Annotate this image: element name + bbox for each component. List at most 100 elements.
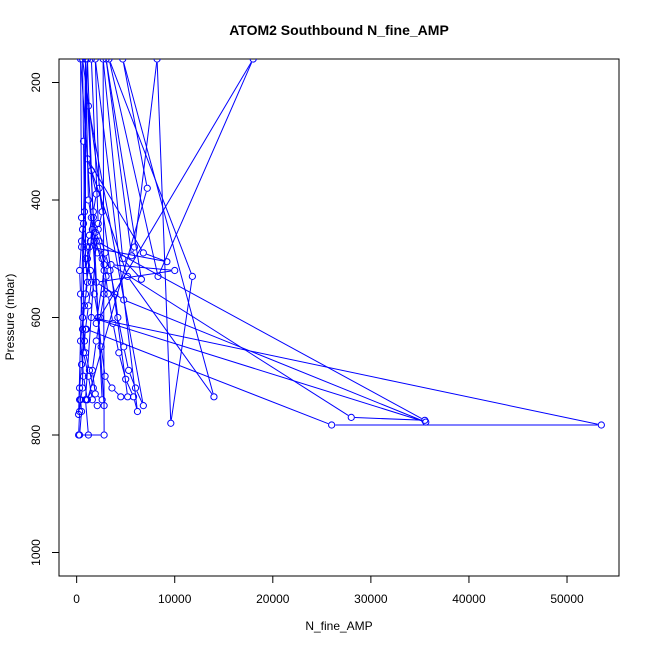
- data-point: [188, 272, 196, 280]
- data-point: [79, 137, 88, 145]
- series-segment: [95, 62, 138, 408]
- series-segment: [89, 330, 329, 425]
- series-segment: [91, 174, 97, 191]
- data-point: [90, 237, 98, 245]
- series-segment: [156, 62, 172, 420]
- series-segment: [94, 317, 598, 425]
- data-point: [84, 372, 93, 380]
- series-segment: [97, 395, 100, 398]
- plot-frame: [58, 58, 620, 577]
- data-point: [114, 313, 122, 322]
- data-point: [76, 290, 85, 298]
- series-segment: [79, 244, 82, 267]
- series-segment: [170, 279, 193, 420]
- data-point: [101, 372, 109, 380]
- data-point: [88, 225, 96, 233]
- data-point: [101, 249, 109, 257]
- data-point: [89, 384, 97, 392]
- data-point: [92, 237, 100, 245]
- data-point: [119, 255, 127, 263]
- data-point: [79, 219, 88, 228]
- series-segment: [100, 297, 105, 315]
- data-point: [96, 313, 104, 322]
- series-segment: [126, 300, 423, 422]
- data-point: [84, 196, 93, 204]
- series-segment: [110, 273, 115, 291]
- series-segment: [93, 197, 97, 209]
- data-point: [102, 59, 110, 63]
- data-point: [76, 396, 85, 404]
- data-point: [107, 261, 115, 269]
- data-point: [95, 184, 103, 192]
- data-point: [120, 343, 128, 351]
- series-segment: [94, 318, 423, 422]
- data-point: [171, 266, 179, 275]
- data-point: [88, 396, 96, 404]
- series-segment: [129, 373, 135, 385]
- y-tick-label: 200: [29, 72, 43, 92]
- data-point: [133, 407, 142, 416]
- data-point: [81, 396, 90, 404]
- series-segment: [106, 62, 132, 253]
- series-segment: [119, 356, 126, 376]
- series-segment: [88, 285, 92, 303]
- series-segment: [123, 350, 129, 367]
- series-segment: [113, 266, 349, 416]
- series-segment: [88, 161, 142, 251]
- series-segment: [113, 326, 119, 350]
- points-layer: [75, 59, 605, 439]
- data-point: [78, 59, 87, 63]
- data-point: [105, 59, 113, 63]
- data-point: [125, 366, 133, 374]
- x-tick-label: 0: [73, 592, 80, 606]
- data-point: [75, 384, 84, 392]
- x-tick-label: 30000: [354, 592, 388, 606]
- data-point: [328, 421, 336, 429]
- data-point: [139, 249, 147, 257]
- series-segment: [146, 253, 164, 261]
- series-segment: [87, 191, 147, 397]
- data-point: [143, 184, 151, 192]
- data-point: [210, 393, 218, 401]
- data-point: [83, 155, 92, 163]
- series-segment: [123, 62, 214, 394]
- data-point: [100, 431, 108, 439]
- data-point: [91, 390, 99, 398]
- y-axis: 200 400 600 800 1000: [29, 72, 60, 566]
- data-point: [122, 375, 130, 383]
- series-segment: [159, 62, 253, 274]
- data-point: [79, 372, 88, 380]
- x-tick-label: 50000: [550, 592, 584, 606]
- series-segment: [96, 235, 99, 239]
- series-segment: [88, 109, 144, 403]
- series-segment: [79, 391, 82, 408]
- y-tick-label: 1000: [29, 539, 43, 566]
- series-segment: [124, 261, 140, 277]
- series-segment: [126, 382, 133, 394]
- data-point: [95, 237, 103, 245]
- data-point: [77, 237, 86, 245]
- data-point: [89, 214, 97, 222]
- data-point: [76, 59, 85, 63]
- series-segment: [114, 264, 172, 271]
- y-axis-label: Pressure (mbar): [3, 274, 17, 361]
- data-point: [83, 59, 92, 63]
- data-point: [90, 290, 98, 298]
- data-point: [139, 402, 147, 410]
- x-tick-label: 40000: [452, 592, 486, 606]
- data-point: [78, 325, 87, 333]
- data-point: [80, 208, 89, 216]
- series-segment: [105, 256, 110, 268]
- plot-area: [58, 58, 620, 577]
- series-segment: [132, 250, 134, 253]
- data-point: [94, 219, 102, 228]
- series-segment: [102, 62, 123, 256]
- series-segment: [85, 250, 90, 268]
- data-point: [120, 296, 128, 304]
- data-point: [130, 243, 139, 251]
- data-point: [77, 360, 86, 369]
- data-point: [124, 272, 132, 280]
- data-point: [83, 255, 92, 263]
- data-point: [92, 337, 100, 345]
